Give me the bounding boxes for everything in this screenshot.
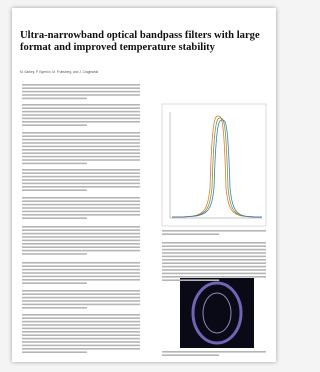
- figure-1: [162, 104, 266, 226]
- image: [180, 278, 254, 348]
- figure-2: [180, 278, 254, 348]
- text-line: [22, 304, 140, 306]
- text-line: [22, 114, 140, 116]
- text-line: [22, 265, 140, 267]
- text-line: [22, 186, 140, 188]
- text-line: [162, 230, 266, 232]
- text-line: [22, 139, 140, 141]
- text-line: [22, 152, 140, 154]
- text-line: [162, 245, 266, 247]
- text-line: [162, 279, 219, 281]
- text-line: [162, 233, 219, 235]
- text-line: [22, 159, 140, 161]
- text-line: [162, 242, 266, 244]
- text-line: [22, 279, 140, 281]
- text-line: [22, 183, 140, 185]
- text-line: [22, 307, 87, 309]
- text-line: [22, 172, 140, 174]
- text-line: [22, 149, 140, 151]
- text-line: [22, 229, 140, 231]
- text-line: [22, 317, 140, 319]
- text-line: [22, 233, 140, 235]
- text-line: [22, 204, 140, 206]
- text-line: [22, 328, 140, 330]
- text-line: [22, 269, 140, 271]
- text-line: [22, 217, 87, 219]
- text-line: [22, 226, 140, 228]
- text-line: [22, 348, 140, 350]
- text-line: [22, 338, 140, 340]
- text-line: [22, 246, 140, 248]
- text-line: [22, 314, 140, 316]
- screen: Ultra-narrowband optical bandpass filter…: [0, 0, 289, 372]
- text-line: [162, 259, 266, 261]
- text-line: [22, 345, 140, 347]
- text-line: [162, 252, 266, 254]
- text-line: [22, 297, 140, 299]
- paper-page: Ultra-narrowband optical bandpass filter…: [12, 8, 276, 362]
- text-line: [22, 207, 140, 209]
- text-line: [22, 135, 140, 137]
- text-line: [22, 282, 87, 284]
- text-line: [22, 293, 140, 295]
- text-line: [22, 341, 140, 343]
- text-line: [22, 197, 140, 199]
- text-line: [22, 98, 87, 100]
- text-line: [22, 272, 140, 274]
- text-line: [22, 331, 140, 333]
- text-line: [162, 256, 266, 258]
- text-line: [162, 351, 266, 353]
- text-line: [22, 156, 140, 158]
- text-line: [162, 262, 266, 264]
- text-line: [22, 214, 140, 216]
- text-line: [22, 240, 140, 242]
- text-line: [22, 104, 140, 106]
- text-line: [22, 121, 140, 123]
- text-line: [22, 351, 87, 353]
- text-line: [22, 179, 140, 181]
- text-line: [22, 262, 140, 264]
- text-line: [22, 146, 140, 148]
- text-line: [22, 253, 87, 255]
- text-line: [22, 142, 140, 144]
- text-line: [162, 249, 266, 251]
- text-line: [22, 107, 140, 109]
- text-line: [22, 324, 140, 326]
- text-line: [22, 176, 140, 178]
- text-line: [22, 200, 140, 202]
- text-line: [22, 334, 140, 336]
- text-line: [22, 236, 140, 238]
- text-line: [22, 94, 140, 96]
- text-line: [162, 276, 266, 278]
- text-line: [162, 273, 266, 275]
- text-line: [22, 211, 140, 213]
- text-line: [22, 124, 87, 126]
- text-line: [22, 250, 140, 252]
- text-line: [22, 118, 140, 120]
- text-line: [22, 169, 140, 171]
- text-line: [22, 276, 140, 278]
- text-line: [22, 321, 140, 323]
- page-layout: [12, 8, 276, 362]
- text-line: [162, 269, 266, 271]
- text-line: [22, 243, 140, 245]
- text-line: [22, 87, 140, 89]
- text-line: [22, 290, 140, 292]
- text-line: [22, 189, 87, 191]
- text-line: [22, 132, 140, 134]
- text-line: [22, 84, 140, 86]
- text-line: [22, 111, 140, 113]
- text-line: [162, 266, 266, 268]
- text-line: [22, 300, 140, 302]
- text-line: [22, 91, 140, 93]
- text-line: [22, 163, 87, 165]
- text-line: [162, 354, 219, 356]
